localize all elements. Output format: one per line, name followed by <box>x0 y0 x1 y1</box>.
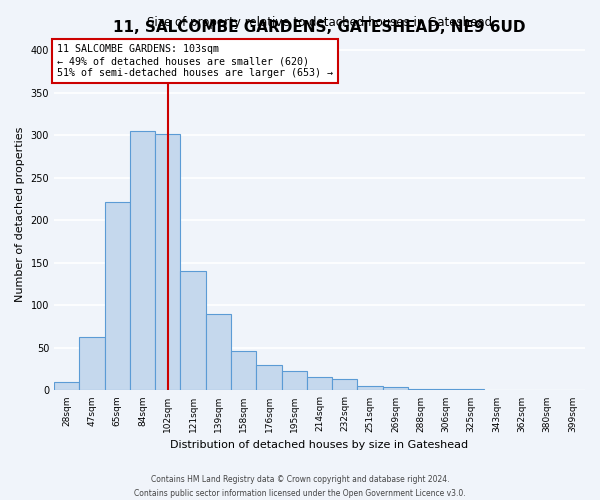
Bar <box>155 134 181 390</box>
Bar <box>332 380 358 390</box>
Title: 11, SALCOMBE GARDENS, GATESHEAD, NE9 6UD: 11, SALCOMBE GARDENS, GATESHEAD, NE9 6UD <box>113 20 526 35</box>
Bar <box>181 272 206 390</box>
Bar <box>433 388 458 390</box>
Bar <box>54 382 79 390</box>
Bar <box>256 365 281 390</box>
Bar <box>358 386 383 390</box>
Text: 11 SALCOMBE GARDENS: 103sqm
← 49% of detached houses are smaller (620)
51% of se: 11 SALCOMBE GARDENS: 103sqm ← 49% of det… <box>57 44 333 78</box>
Bar <box>104 202 130 390</box>
X-axis label: Distribution of detached houses by size in Gateshead: Distribution of detached houses by size … <box>170 440 469 450</box>
Bar <box>307 377 332 390</box>
Bar <box>458 388 484 390</box>
Bar <box>281 371 307 390</box>
Bar <box>206 314 231 390</box>
Bar <box>231 352 256 391</box>
Bar <box>79 337 104 390</box>
Bar <box>130 131 155 390</box>
Text: Contains HM Land Registry data © Crown copyright and database right 2024.
Contai: Contains HM Land Registry data © Crown c… <box>134 476 466 498</box>
Text: Size of property relative to detached houses in Gateshead: Size of property relative to detached ho… <box>147 16 492 29</box>
Y-axis label: Number of detached properties: Number of detached properties <box>15 126 25 302</box>
Bar <box>383 387 408 390</box>
Bar <box>408 388 433 390</box>
